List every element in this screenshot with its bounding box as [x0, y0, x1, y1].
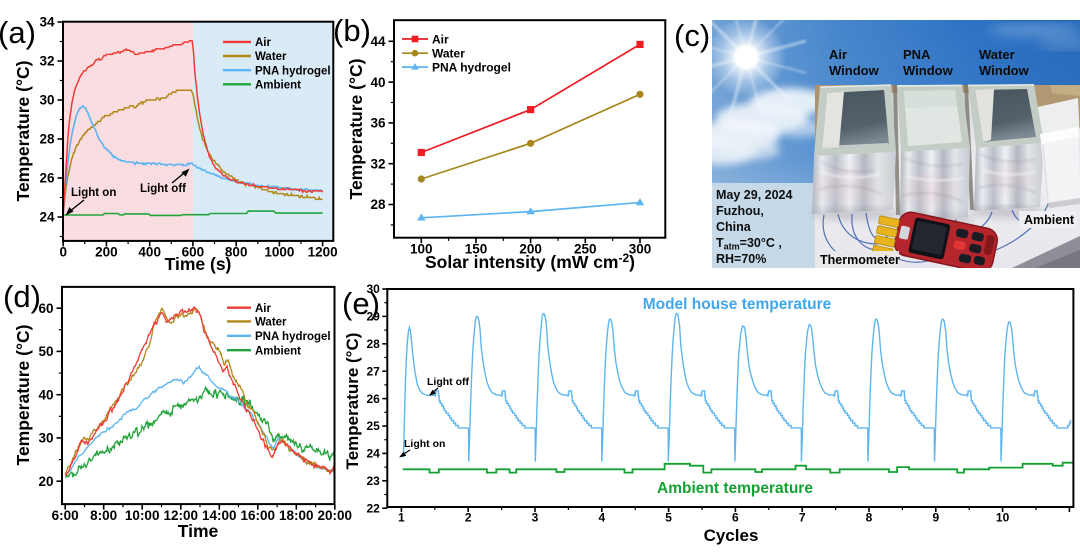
svg-text:Ambient: Ambient — [1024, 213, 1075, 227]
svg-text:18:00: 18:00 — [279, 508, 314, 523]
svg-text:Light off: Light off — [427, 376, 469, 388]
svg-text:Temperature (°C): Temperature (°C) — [343, 333, 362, 470]
svg-text:PNA: PNA — [903, 47, 931, 62]
svg-text:23: 23 — [366, 474, 380, 488]
svg-text:30: 30 — [366, 282, 380, 296]
svg-text:6: 6 — [732, 511, 739, 525]
svg-text:Ambient: Ambient — [255, 345, 301, 357]
svg-text:1000: 1000 — [264, 245, 294, 260]
svg-text:Solar intensity (mW cm-2): Solar intensity (mW cm-2) — [425, 251, 635, 272]
svg-text:(e): (e) — [342, 286, 380, 321]
svg-text:(b): (b) — [333, 13, 371, 48]
svg-text:7: 7 — [799, 511, 806, 525]
svg-text:2: 2 — [465, 511, 472, 525]
svg-text:8:00: 8:00 — [90, 508, 117, 523]
svg-text:Water: Water — [255, 51, 287, 63]
svg-text:27: 27 — [366, 364, 380, 378]
svg-text:24: 24 — [39, 210, 55, 225]
svg-text:600: 600 — [182, 245, 205, 260]
svg-text:60: 60 — [38, 301, 53, 316]
svg-text:Light off: Light off — [140, 183, 186, 195]
svg-text:3: 3 — [532, 511, 539, 525]
svg-text:200: 200 — [519, 242, 542, 257]
svg-text:Air: Air — [432, 32, 449, 46]
svg-text:Water: Water — [432, 47, 465, 61]
svg-text:Fuzhou,: Fuzhou, — [716, 204, 764, 218]
svg-text:10:00: 10:00 — [125, 508, 160, 523]
svg-text:20: 20 — [38, 474, 53, 489]
svg-text:0: 0 — [59, 245, 67, 260]
svg-text:Light on: Light on — [404, 438, 445, 450]
svg-text:30: 30 — [39, 93, 54, 108]
svg-text:Water: Water — [255, 317, 287, 329]
svg-text:44: 44 — [370, 34, 386, 49]
svg-text:(a): (a) — [0, 15, 36, 50]
svg-text:25: 25 — [366, 419, 380, 433]
svg-text:Ambient: Ambient — [255, 80, 301, 92]
svg-text:PNA hydrogel: PNA hydrogel — [255, 331, 331, 343]
svg-text:40: 40 — [370, 75, 385, 90]
svg-text:1200: 1200 — [308, 245, 338, 260]
svg-text:PNA hydrogel: PNA hydrogel — [255, 65, 331, 77]
svg-text:16:00: 16:00 — [241, 508, 276, 523]
svg-text:(d): (d) — [3, 279, 41, 314]
svg-text:Light on: Light on — [71, 187, 116, 199]
svg-text:Temperature (°C): Temperature (°C) — [346, 59, 366, 200]
svg-text:Air: Air — [255, 37, 272, 49]
svg-text:Model house temperature: Model house temperature — [643, 296, 832, 313]
svg-text:10: 10 — [996, 511, 1010, 525]
svg-text:1: 1 — [398, 511, 405, 525]
svg-text:5: 5 — [665, 511, 672, 525]
svg-text:28: 28 — [366, 337, 380, 351]
svg-text:Time (s): Time (s) — [165, 254, 232, 274]
svg-text:Time: Time — [178, 521, 219, 541]
svg-text:100: 100 — [410, 242, 433, 257]
svg-text:26: 26 — [39, 171, 55, 186]
svg-text:30: 30 — [38, 431, 53, 446]
svg-text:36: 36 — [370, 116, 386, 131]
svg-text:26: 26 — [366, 392, 380, 406]
svg-text:China: China — [716, 220, 752, 234]
svg-text:6:00: 6:00 — [52, 508, 79, 523]
svg-text:24: 24 — [366, 447, 380, 461]
svg-text:22: 22 — [366, 501, 380, 515]
svg-text:28: 28 — [370, 197, 386, 212]
svg-text:14:00: 14:00 — [202, 508, 237, 523]
svg-text:800: 800 — [225, 245, 248, 260]
svg-text:28: 28 — [39, 132, 55, 147]
svg-text:8: 8 — [866, 511, 873, 525]
svg-text:29: 29 — [366, 310, 380, 324]
svg-text:Temperature (°C): Temperature (°C) — [13, 325, 33, 466]
svg-text:Ambient temperature: Ambient temperature — [657, 480, 813, 497]
svg-text:12:00: 12:00 — [164, 508, 199, 523]
svg-text:PNA hydrogel: PNA hydrogel — [432, 60, 511, 74]
svg-text:32: 32 — [39, 54, 54, 69]
svg-text:Air: Air — [255, 303, 272, 315]
svg-text:RH=70%: RH=70% — [716, 252, 766, 266]
svg-text:300: 300 — [629, 242, 652, 257]
svg-text:40: 40 — [38, 387, 53, 402]
svg-text:150: 150 — [465, 242, 488, 257]
svg-text:4: 4 — [598, 511, 605, 525]
svg-text:Air: Air — [829, 47, 847, 62]
svg-text:20:00: 20:00 — [318, 508, 353, 523]
svg-text:9: 9 — [932, 511, 939, 525]
svg-text:Temperature (°C): Temperature (°C) — [13, 61, 33, 202]
svg-text:(c): (c) — [674, 18, 710, 53]
svg-text:34: 34 — [39, 15, 55, 30]
svg-text:Window: Window — [903, 63, 954, 78]
svg-text:50: 50 — [38, 344, 53, 359]
svg-text:250: 250 — [574, 242, 597, 257]
svg-text:200: 200 — [95, 245, 118, 260]
svg-text:Water: Water — [979, 47, 1015, 62]
svg-text:Thermometer: Thermometer — [820, 253, 900, 267]
svg-text:Window: Window — [979, 63, 1030, 78]
svg-text:400: 400 — [138, 245, 161, 260]
svg-text:Cycles: Cycles — [704, 526, 759, 545]
svg-text:32: 32 — [370, 156, 385, 171]
svg-text:Window: Window — [829, 63, 880, 78]
svg-text:May 29, 2024: May 29, 2024 — [716, 188, 792, 202]
